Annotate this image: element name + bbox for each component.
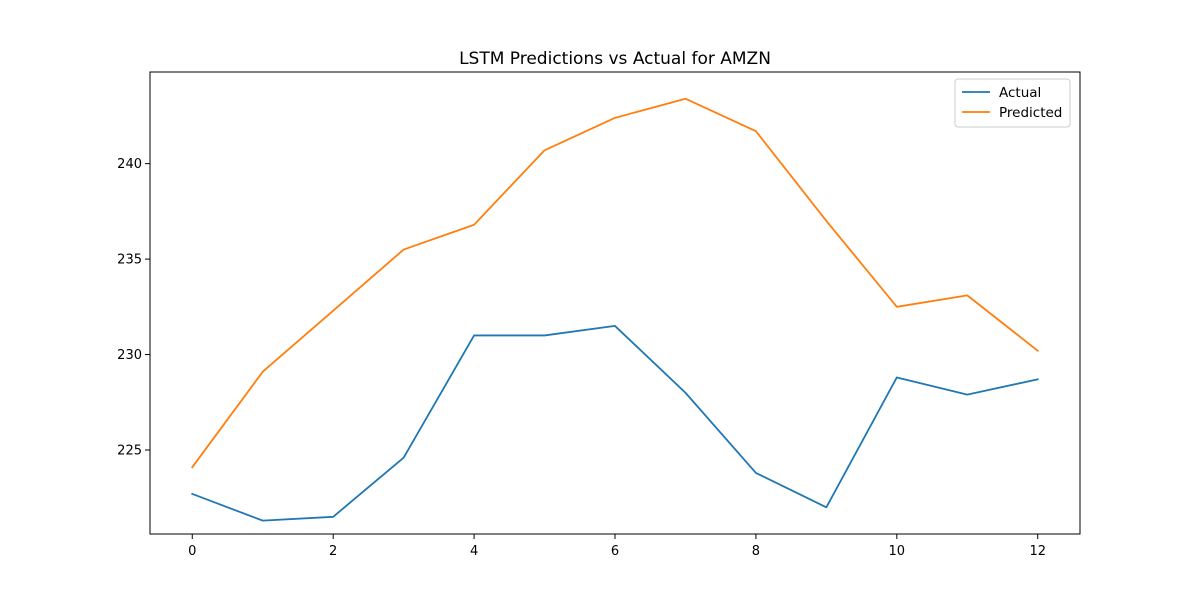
axes: 0 2 4 6 8 10 12 225 230 235 240 bbox=[117, 71, 1081, 559]
legend: Actual Predicted bbox=[954, 78, 1071, 128]
y-tick-label: 235 bbox=[117, 253, 142, 268]
y-tick-label: 230 bbox=[117, 348, 142, 363]
plot-area bbox=[191, 97, 1039, 522]
x-tick-label: 2 bbox=[329, 544, 337, 559]
x-tick-label: 12 bbox=[1029, 544, 1046, 559]
x-tick-label: 4 bbox=[470, 544, 478, 559]
chart-title: LSTM Predictions vs Actual for AMZN bbox=[459, 49, 771, 69]
legend-box bbox=[954, 78, 1071, 128]
series-line-actual bbox=[191, 325, 1039, 522]
x-tick-label: 6 bbox=[611, 544, 619, 559]
x-tick-label: 0 bbox=[188, 544, 196, 559]
y-tick-label: 240 bbox=[117, 157, 142, 172]
legend-label-actual: Actual bbox=[999, 85, 1041, 101]
legend-label-predicted: Predicted bbox=[999, 105, 1062, 121]
x-tick-label: 8 bbox=[752, 544, 760, 559]
y-tick-label: 225 bbox=[117, 444, 142, 459]
x-tick-label: 10 bbox=[889, 544, 906, 559]
series-line-predicted bbox=[191, 97, 1039, 469]
